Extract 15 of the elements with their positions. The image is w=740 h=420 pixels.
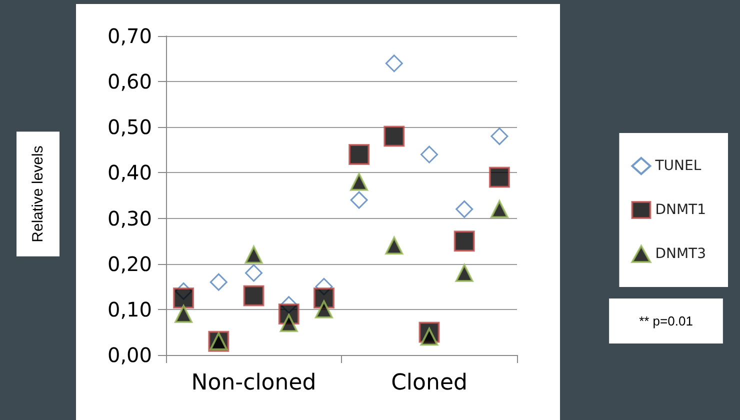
text: Non-cloned [191,370,316,396]
y-tick-label: 0,30 [107,206,152,230]
y-tick-label: 0,00 [107,343,152,367]
legend-label: DNMT3 [655,246,706,262]
y-tick-label: 0,60 [107,70,152,94]
y-tick-label: 0,20 [107,252,152,276]
text: Relative levels [30,146,46,242]
y-tick-label: 0,40 [107,160,152,185]
text: Cloned [391,370,468,396]
legend-label: DNMT1 [655,202,706,218]
y-tick-label: 0,70 [107,24,152,48]
legend-label: TUNEL [654,158,702,174]
y-tick-label: 0,10 [107,297,152,322]
text: ** p=0.01 [639,314,693,328]
y-tick-label: 0,50 [107,115,152,140]
